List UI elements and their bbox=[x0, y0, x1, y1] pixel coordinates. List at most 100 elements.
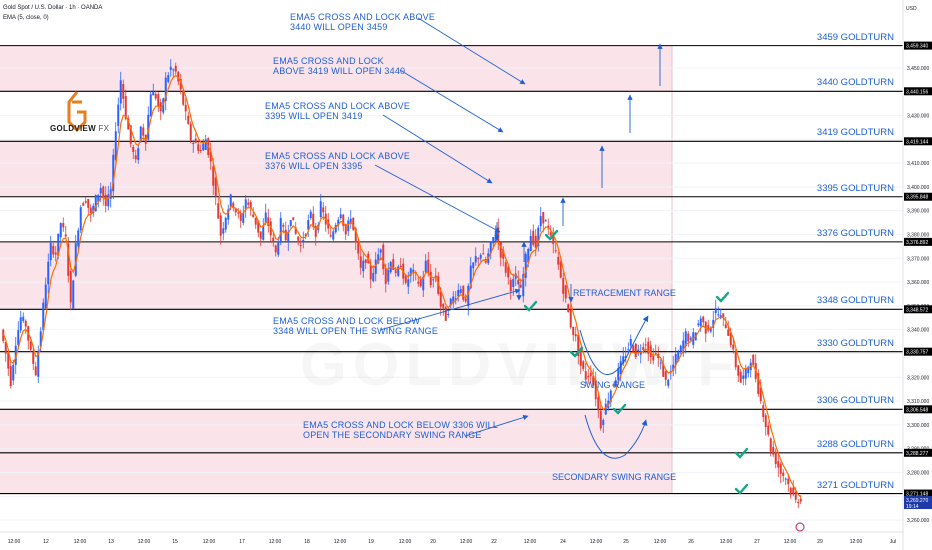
candle-body bbox=[99, 188, 102, 194]
candle-body bbox=[337, 219, 340, 226]
candle-body bbox=[97, 194, 100, 202]
candle-body bbox=[424, 260, 427, 273]
ema5-line bbox=[2, 74, 802, 498]
candle-body bbox=[737, 365, 740, 376]
indicator-legend[interactable]: EMA (5, close, 0) bbox=[3, 15, 49, 21]
price-tag-text: 3,348.572 bbox=[906, 307, 928, 313]
candle-body bbox=[529, 235, 532, 252]
candle-body bbox=[697, 323, 700, 326]
candle-body bbox=[264, 212, 267, 223]
candle-body bbox=[419, 278, 422, 287]
candle-body bbox=[772, 447, 775, 455]
price-tag-text: 3,306.548 bbox=[906, 407, 928, 413]
candle-body bbox=[149, 94, 152, 117]
candle-body bbox=[54, 252, 57, 255]
annotation-arrow bbox=[464, 414, 529, 437]
goldturn-label: 3330 GOLDTURN bbox=[816, 337, 894, 349]
candle-body bbox=[522, 274, 525, 297]
note-3419: EMA5 CROSS AND LOCK ABOVE 3395 WILL OPEN … bbox=[265, 101, 410, 121]
candle-body bbox=[267, 217, 270, 227]
candle-body bbox=[327, 219, 330, 229]
price-tag-text: 3,459.340 bbox=[906, 44, 928, 50]
candle-body bbox=[779, 463, 782, 474]
candle-body bbox=[507, 266, 510, 278]
candle-body bbox=[407, 279, 410, 287]
candle-body bbox=[477, 258, 480, 260]
time-tick: 12:00 bbox=[74, 539, 87, 545]
candle-body bbox=[769, 438, 772, 452]
price-tag bbox=[904, 448, 932, 457]
candle-body bbox=[279, 218, 282, 243]
candle-body bbox=[314, 226, 317, 237]
candle-body bbox=[29, 341, 32, 350]
goldturn-levels bbox=[0, 45, 903, 495]
candle-body bbox=[464, 298, 467, 302]
candle-body bbox=[202, 143, 205, 151]
candle-body bbox=[234, 208, 237, 213]
candle-body bbox=[374, 259, 377, 274]
candle-body bbox=[74, 243, 77, 276]
price-axis[interactable]: 3,260.0003,270.0003,280.0003,290.0003,30… bbox=[902, 0, 932, 550]
candle-body bbox=[794, 491, 797, 500]
candle-body bbox=[632, 345, 635, 352]
time-tick: 13 bbox=[108, 539, 114, 545]
candle-body bbox=[624, 356, 627, 359]
candle-body bbox=[609, 390, 612, 403]
pink-zone bbox=[0, 45, 672, 92]
candle-body bbox=[757, 373, 760, 394]
retracement-range-label: RETRACEMENT RANGE bbox=[573, 288, 676, 298]
candle-body bbox=[707, 325, 710, 331]
countdown-text: 19:14 bbox=[906, 504, 919, 510]
candle-body bbox=[444, 307, 447, 321]
candle-body bbox=[482, 253, 485, 255]
candle-body bbox=[617, 367, 620, 381]
secondary-swing-curve bbox=[584, 414, 648, 459]
candle-body bbox=[392, 259, 395, 270]
candle-body bbox=[499, 242, 502, 258]
candle-body bbox=[412, 269, 415, 273]
candle-body bbox=[147, 114, 150, 140]
candle-body bbox=[9, 366, 12, 387]
note-line: EMA5 CROSS AND LOCK BELOW bbox=[273, 316, 421, 326]
candle-body bbox=[194, 138, 197, 143]
candle-body bbox=[689, 337, 692, 340]
candle-body bbox=[627, 349, 630, 351]
candle-body bbox=[472, 262, 475, 269]
candle-body bbox=[312, 213, 315, 227]
candle-body bbox=[179, 79, 182, 90]
candle-body bbox=[687, 333, 690, 342]
candle-body bbox=[539, 216, 542, 227]
price-tag-text: 3,419.144 bbox=[906, 139, 928, 145]
candle-body bbox=[514, 273, 517, 279]
candle-body bbox=[114, 131, 117, 161]
goldturn-label: 3376 GOLDTURN bbox=[816, 227, 894, 239]
current-price-text: 3,269.270 bbox=[906, 498, 928, 504]
check-icon bbox=[734, 483, 749, 495]
candle-body bbox=[12, 365, 15, 381]
candle-body bbox=[24, 320, 27, 327]
time-tick: 12:00 bbox=[8, 539, 21, 545]
time-axis[interactable]: 12:00 12 12:00 13 12:00 15 12:00 17 12:00 18 12:00… bbox=[0, 531, 903, 545]
price-tag bbox=[904, 137, 932, 146]
candle-body bbox=[729, 332, 732, 345]
note-3440: EMA5 CROSS AND LOCK ABOVE 3419 WILL OPEN … bbox=[273, 56, 405, 76]
candle-body bbox=[334, 224, 337, 233]
candle-body bbox=[212, 166, 215, 186]
time-tick: 17 bbox=[239, 539, 245, 545]
candle-body bbox=[377, 254, 380, 264]
candle-body bbox=[679, 345, 682, 352]
candle-body bbox=[662, 363, 665, 377]
candle-body bbox=[574, 334, 577, 337]
candle-body bbox=[474, 256, 477, 263]
annotation-arrow bbox=[417, 17, 526, 85]
candle-body bbox=[774, 451, 777, 465]
candle-body bbox=[712, 319, 715, 328]
candle-body bbox=[384, 267, 387, 284]
candle-body bbox=[672, 364, 675, 372]
candle-body bbox=[434, 275, 437, 279]
candle-body bbox=[789, 487, 792, 495]
candle-body bbox=[557, 256, 560, 265]
candle-body bbox=[192, 143, 195, 145]
candle-body bbox=[7, 352, 10, 369]
